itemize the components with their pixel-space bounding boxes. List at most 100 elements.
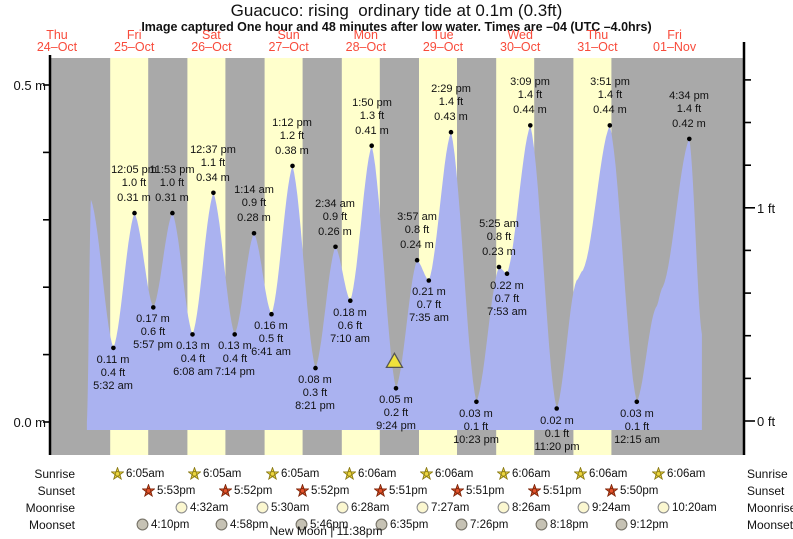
moonrise-entry: 8:26am [497,500,550,515]
sunset-row-label-left: Sunset [37,484,75,498]
sunset-time: 5:52pm [311,484,350,497]
moonrise-icon [175,501,188,514]
sun-star-icon [420,467,433,480]
sunrise-entry: 6:06am [420,466,473,481]
sunrise-time: 6:06am [435,467,474,480]
y-axis-label-left-bottom: 0.0 m [13,415,46,430]
sun-star-icon [219,484,232,497]
tide-extreme-dot [554,406,559,411]
moonset-icon [455,518,468,531]
sunrise-entry: 6:06am [343,466,396,481]
sunset-time: 5:51pm [466,484,505,497]
low-tide-label: 0.08 m 0.3 ft 8:21 pm [295,374,335,412]
low-tide-label: 0.02 m 0.1 ft 11:20 pm [534,415,580,453]
sunset-entry: 5:52pm [219,483,272,498]
moonrise-icon [416,501,429,514]
moonrise-icon [497,501,510,514]
moonset-icon [215,518,228,531]
moonrise-icon [657,501,670,514]
day-label: Sat 26–Oct [191,28,232,54]
day-label: Fri 25–Oct [114,28,155,54]
moonrise-time: 9:24am [592,501,631,514]
tide-extreme-dot [426,278,432,283]
y-axis-label-right-bottom: 0 ft [757,414,776,429]
sunrise-entry: 6:05am [111,466,164,481]
low-tide-label: 0.11 m 0.4 ft 5:32 am [93,354,133,392]
high-tide-label: 12:37 pm 1.1 ft 0.34 m [190,144,236,184]
low-tide-label: 0.18 m 0.6 ft 7:10 am [330,307,370,345]
high-tide-label: 1:50 pm 1.3 ft 0.41 m [352,97,392,137]
tide-extreme-dot [687,136,692,142]
moonrise-time: 6:28am [351,501,390,514]
tide-extreme-dot [414,257,420,263]
page-title: Guacuco: rising ordinary tide at 0.1m (0… [230,1,563,20]
moonrise-entry: 4:32am [175,500,228,515]
sun-star-icon [528,484,541,497]
low-tide-label: 0.17 m 0.6 ft 5:57 pm [133,313,173,351]
tide-extreme-dot [170,210,175,216]
current-time-marker-icon [385,352,404,368]
tide-extreme-dot [607,123,613,128]
sunset-row-label-right: Sunset [747,484,785,498]
moonset-time: 6:35pm [390,518,429,531]
sun-star-icon [652,467,665,480]
high-tide-label: 3:51 pm 1.4 ft 0.44 m [590,76,630,116]
moonset-time: 9:12pm [630,518,669,531]
moonset-icon [615,518,628,531]
low-tide-label: 0.16 m 0.5 ft 6:41 am [251,320,291,358]
sunrise-row-label-left: Sunrise [34,467,75,481]
sunset-time: 5:51pm [389,484,428,497]
sunrise-time: 6:06am [512,467,551,480]
moonrise-entry: 9:24am [577,500,630,515]
low-tide-label: 0.05 m 0.2 ft 9:24 pm [376,394,416,432]
sun-star-icon [451,484,464,497]
high-tide-label: 2:29 pm 1.4 ft 0.43 m [431,83,471,123]
sunset-time: 5:52pm [234,484,273,497]
sun-star-icon [111,467,124,480]
tide-extreme-dot [211,190,216,196]
low-tide-label: 0.13 m 0.4 ft 6:08 am [173,340,213,378]
tide-extreme-dot [474,399,479,405]
sunset-entry: 5:51pm [528,483,581,498]
tide-extreme-dot [132,210,137,216]
moonset-time: 8:18pm [550,518,589,531]
sun-star-icon [296,484,309,497]
high-tide-label: 3:09 pm 1.4 ft 0.44 m [510,76,550,116]
moonrise-icon [336,501,349,514]
high-tide-label: 12:05 pm 1.0 ft 0.31 m [111,164,157,204]
high-tide-label: 1:12 pm 1.2 ft 0.38 m [272,117,312,157]
sun-star-icon [574,467,587,480]
day-label: Thu 31–Oct [577,28,618,54]
moonrise-time: 4:32am [190,501,229,514]
moonrise-entry: 5:30am [256,500,309,515]
moonrise-time: 8:26am [512,501,551,514]
sun-star-icon [605,484,618,497]
new-moon-label: New Moon | 11:38pm [269,524,383,538]
moonrise-time: 5:30am [271,501,310,514]
day-label: Fri 01–Nov [653,28,697,54]
moonset-time: 4:10pm [151,518,190,531]
tide-extreme-dot [313,365,318,371]
low-tide-label: 0.21 m 0.7 ft 7:35 am [409,286,449,324]
day-label: Mon 28–Oct [345,28,386,54]
y-axis-label-right-top: 1 ft [757,201,776,216]
sun-star-icon [343,467,356,480]
high-tide-label: 3:57 am 0.8 ft 0.24 m [397,211,437,251]
low-tide-label: 0.22 m 0.7 ft 7:53 am [487,280,527,318]
sunrise-time: 6:06am [667,467,706,480]
sun-star-icon [266,467,279,480]
moonrise-icon [256,501,269,514]
high-tide-label: 1:14 am 0.9 ft 0.28 m [234,184,274,224]
moonrise-row-label-left: Moonrise [25,501,75,515]
tide-extreme-dot [634,399,640,405]
sunrise-time: 6:05am [126,467,165,480]
sun-star-icon [374,484,387,497]
moonrise-time: 10:20am [672,501,717,514]
tide-extreme-dot [190,332,195,337]
sunset-entry: 5:51pm [374,483,427,498]
moonset-icon [375,518,388,531]
moonset-entry: 5:46pm [295,517,348,532]
tide-extreme-dot [369,143,375,148]
moonset-row-label-right: Moonset [747,518,793,532]
